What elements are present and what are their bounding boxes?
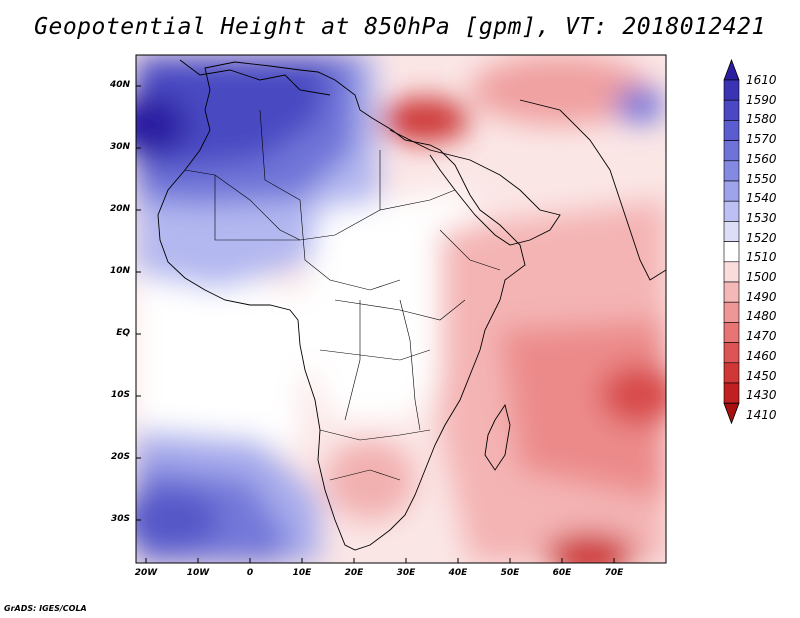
lon-label-10e: 10E	[292, 568, 312, 578]
colorbar-swatch	[723, 342, 740, 364]
colorbar-level-label: 1580	[746, 112, 777, 127]
map-title: Geopotential Height at 850hPa [gpm], VT:…	[34, 14, 766, 40]
colorbar-swatch	[723, 180, 740, 202]
colorbar-level-label: 1410	[746, 407, 777, 422]
lat-label-30n: 30N	[109, 142, 130, 152]
lon-label-20w: 20W	[134, 568, 158, 578]
lon-label-0: 0	[246, 568, 254, 578]
colorbar-level-label: 1610	[746, 73, 777, 87]
colorbar-swatch	[723, 79, 740, 101]
height-field	[136, 55, 666, 563]
colorbar-level-label: 1540	[746, 191, 777, 206]
colorbar-swatch	[723, 160, 740, 182]
lat-label-10n: 10N	[109, 266, 130, 276]
colorbar-level-label: 1550	[746, 171, 777, 186]
colorbar-swatch	[723, 261, 740, 283]
colorbar-level-label: 1430	[746, 388, 777, 403]
colorbar	[723, 58, 740, 425]
lon-label-30e: 30E	[396, 568, 416, 578]
colorbar-swatch	[723, 281, 740, 303]
colorbar-level-label: 1570	[746, 132, 777, 147]
colorbar-level-label: 1450	[746, 368, 777, 383]
colorbar-level-label: 1590	[746, 92, 777, 107]
lon-label-20e: 20E	[344, 568, 364, 578]
colorbar-level-label: 1560	[746, 151, 777, 166]
lon-label-40e: 40E	[448, 568, 468, 578]
coastlines	[157, 59, 666, 551]
colorbar-swatch	[723, 140, 740, 162]
colorbar-swatch	[723, 99, 740, 121]
colorbar-level-label: 1530	[746, 210, 777, 225]
colorbar-swatch	[723, 382, 740, 404]
colorbar-swatch	[723, 200, 740, 222]
colorbar-swatch	[723, 301, 740, 323]
colorbar-level-label: 1460	[746, 348, 777, 363]
country-borders	[184, 109, 501, 481]
colorbar-bottom-triangle-icon	[723, 402, 740, 425]
lat-label-10s: 10S	[110, 390, 130, 400]
axis-ticks	[136, 85, 615, 563]
colorbar-swatch	[723, 322, 740, 343]
lon-label-60e: 60E	[552, 568, 572, 578]
lat-label-40n: 40N	[109, 80, 130, 90]
lon-label-10w: 10W	[186, 568, 210, 578]
lat-label-eq: EQ	[116, 328, 130, 338]
lat-label-20s: 20S	[110, 452, 130, 462]
colorbar-top-triangle-icon	[723, 58, 740, 81]
colorbar-swatch	[723, 221, 740, 242]
colorbar-swatch	[723, 362, 740, 384]
lat-label-30s: 30S	[110, 514, 130, 524]
grads-credit: GrADS: IGES/COLA	[4, 604, 87, 613]
colorbar-level-label: 1510	[746, 250, 777, 265]
lon-label-70e: 70E	[604, 568, 624, 578]
map-frame	[135, 54, 667, 564]
colorbar-level-label: 1480	[746, 309, 777, 324]
lon-label-50e: 50E	[500, 568, 520, 578]
colorbar-level-label: 1490	[746, 289, 777, 304]
colorbar-level-label: 1520	[746, 230, 777, 245]
colorbar-level-label: 1500	[746, 270, 777, 284]
lat-label-20n: 20N	[109, 204, 130, 214]
colorbar-swatch	[723, 120, 740, 141]
colorbar-level-label: 1470	[746, 329, 777, 344]
colorbar-swatch	[723, 241, 740, 263]
